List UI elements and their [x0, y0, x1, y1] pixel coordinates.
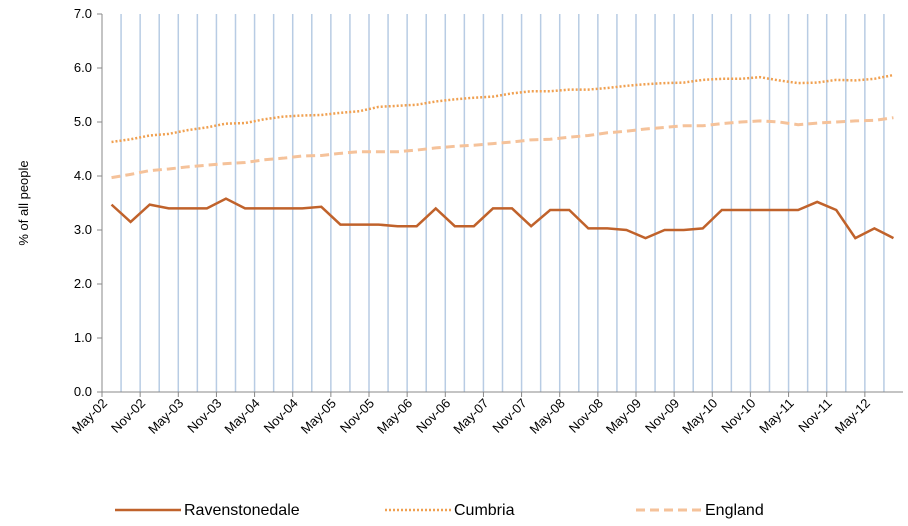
y-tick-label: 2.0 [74, 276, 92, 291]
y-tick-label: 1.0 [74, 330, 92, 345]
x-tick-label: Nov-06 [413, 396, 453, 436]
y-tick-label: 6.0 [74, 60, 92, 75]
x-tick-label: May-02 [69, 396, 110, 437]
x-tick-label: May-09 [603, 396, 644, 437]
x-tick-label: Nov-03 [184, 396, 224, 436]
legend-label: Cumbria [454, 502, 515, 519]
legend-label: England [705, 502, 764, 519]
x-tick-label: Nov-05 [337, 396, 377, 436]
x-tick-label: May-04 [221, 396, 262, 437]
x-tick-label: Nov-02 [108, 396, 148, 436]
y-tick-label: 0.0 [74, 384, 92, 399]
series-line [111, 116, 894, 180]
x-tick-label: May-05 [298, 396, 339, 437]
y-tick-label: 3.0 [74, 222, 92, 237]
x-tick-label: Nov-10 [718, 396, 758, 436]
x-tick-label: May-06 [374, 396, 415, 437]
x-tick-label: May-03 [145, 396, 186, 437]
x-tick-label: Nov-11 [795, 396, 835, 436]
x-tick-label: May-08 [527, 396, 568, 437]
x-tick-label: May-12 [832, 396, 873, 437]
y-tick-label: 7.0 [74, 6, 92, 21]
y-tick-label: 4.0 [74, 168, 92, 183]
x-tick-label: Nov-07 [489, 396, 529, 436]
x-tick-label: May-10 [679, 396, 720, 437]
x-tick-label: Nov-08 [566, 396, 606, 436]
x-tick-label: Nov-09 [642, 396, 682, 436]
x-tick-label: Nov-04 [261, 396, 301, 436]
legend-label: Ravenstonedale [184, 502, 300, 519]
x-tick-label: May-07 [450, 396, 491, 437]
y-axis-label: % of all people [16, 160, 31, 245]
y-tick-label: 5.0 [74, 114, 92, 129]
x-tick-label: May-11 [756, 396, 797, 437]
series-line [111, 73, 894, 144]
series-line [110, 197, 895, 240]
